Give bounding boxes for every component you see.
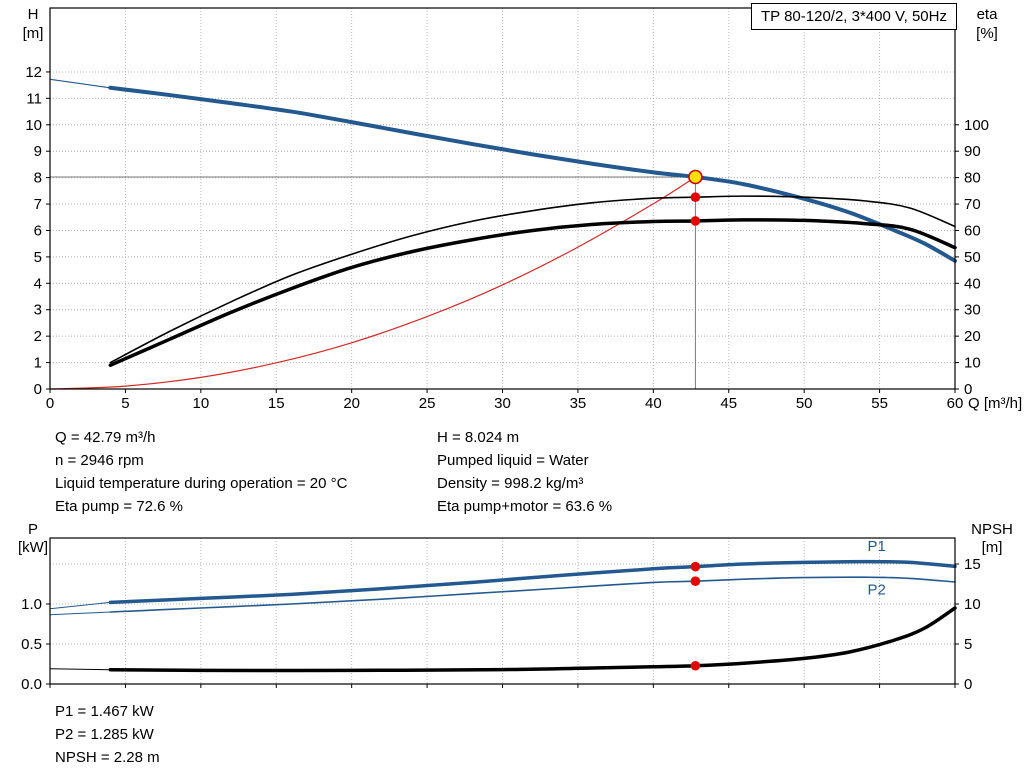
axis-tick-label: 6 xyxy=(34,222,42,239)
x-axis-label: Q [m³/h] xyxy=(968,395,1022,412)
qh-eta-chart: 0 5 10 15 20 25 30 35 40 45 50 55 600123456789101112… xyxy=(23,6,1023,412)
npsh-curve xyxy=(108,606,957,673)
axis-tick-label: 7 xyxy=(34,196,42,213)
pumped-liquid-value: Pumped liquid = Water xyxy=(437,452,589,469)
npsh-point-marker xyxy=(690,660,701,671)
axis-tick-label: 10 xyxy=(192,395,209,412)
axis-tick-label: 4 xyxy=(34,275,42,292)
axis-tick-label: 8 xyxy=(34,170,42,187)
axis-tick-label: 0 xyxy=(34,381,42,398)
power-npsh-data: P1 = 1.467 kW P2 = 1.285 kW NPSH = 2.28 … xyxy=(55,700,160,769)
axis-tick-label: 0 xyxy=(964,676,972,693)
liquid-temperature-value: Liquid temperature during operation = 20… xyxy=(55,475,348,492)
p2-curve xyxy=(109,576,956,613)
axis-tick-label: 70 xyxy=(964,196,981,213)
axis-tick-label: 1.0 xyxy=(21,596,42,613)
axis-tick-label: 0 xyxy=(46,395,54,412)
operating-data-right: H = 8.024 m Pumped liquid = Water Densit… xyxy=(437,426,612,518)
curve-label-p1: P1 xyxy=(868,538,886,555)
axis-tick-label: 0.0 xyxy=(21,676,42,693)
axis-tick-label: 45 xyxy=(720,395,737,412)
p1-point-marker xyxy=(690,561,701,572)
axis-tick-label: 30 xyxy=(494,395,511,412)
p2-point-marker xyxy=(690,576,701,586)
curve-label-p2: P2 xyxy=(868,581,886,598)
axis-tick-label: 80 xyxy=(964,170,981,187)
axis-tick-label: 1 xyxy=(34,355,42,372)
head-curve-leadin xyxy=(49,78,111,89)
axis-tick-label: 15 xyxy=(964,556,981,573)
head-value: H = 8.024 m xyxy=(437,429,520,446)
axis-tick-label: 10 xyxy=(25,117,42,134)
eta-pump-curve xyxy=(109,195,956,364)
axis-tick-label: 40 xyxy=(964,275,981,292)
right-axis-title: eta xyxy=(977,6,999,23)
npsh-curve-leadin xyxy=(49,668,111,671)
axis-tick-label: 20 xyxy=(343,395,360,412)
p2-curve-leadin xyxy=(49,611,111,616)
axis-tick-label: 100 xyxy=(964,117,989,134)
p1-curve-leadin xyxy=(49,601,111,610)
axis-tick-label: 9 xyxy=(34,143,42,160)
right-axis-unit: [m] xyxy=(982,539,1003,556)
axis-tick-label: 0.5 xyxy=(21,636,42,653)
axis-tick-label: 5 xyxy=(121,395,129,412)
left-axis-unit: [kW] xyxy=(18,539,48,556)
eta-pump-motor-value: Eta pump+motor = 63.6 % xyxy=(437,498,613,515)
axis-tick-label: 12 xyxy=(25,64,42,81)
pump-model-title: TP 80-120/2, 3*400 V, 50Hz xyxy=(751,3,957,30)
duty-point-marker xyxy=(688,169,703,185)
left-axis-title: P xyxy=(28,521,38,538)
left-axis-title: H xyxy=(28,6,39,23)
axis-tick-label: 10 xyxy=(964,355,981,372)
head-curve xyxy=(108,85,957,263)
axis-tick-label: 50 xyxy=(796,395,813,412)
axis-tick-label: 0 xyxy=(964,381,972,398)
right-axis-unit: [%] xyxy=(976,25,998,42)
axis-tick-label: 55 xyxy=(871,395,888,412)
axis-tick-label: 3 xyxy=(34,302,42,319)
eta-pump-value: Eta pump = 72.6 % xyxy=(55,498,183,515)
axis-tick-label: 11 xyxy=(26,90,42,107)
p1-value: P1 = 1.467 kW xyxy=(55,703,154,720)
system-curve xyxy=(49,176,697,390)
eta-pump-point-marker xyxy=(690,192,701,202)
speed-value: n = 2946 rpm xyxy=(55,452,144,469)
axis-tick-label: 30 xyxy=(964,302,981,319)
axis-tick-label: 40 xyxy=(645,395,662,412)
p1-curve xyxy=(108,559,957,605)
axis-tick-label: 90 xyxy=(964,143,981,160)
flow-value: Q = 42.79 m³/h xyxy=(55,429,156,446)
power-npsh-chart: 0.0 0.5 1.0 0 5 10 15 P[kW] NPSH[m] P1 P2 xyxy=(18,521,1013,693)
axis-tick-label: 60 xyxy=(947,395,964,412)
p2-value: P2 = 1.285 kW xyxy=(55,726,154,743)
npsh-value: NPSH = 2.28 m xyxy=(55,749,160,766)
operating-data-left: Q = 42.79 m³/h n = 2946 rpm Liquid tempe… xyxy=(55,426,347,518)
axis-tick-label: 5 xyxy=(964,636,972,653)
axis-tick-label: 10 xyxy=(964,596,981,613)
eta-pump-motor-curve xyxy=(108,218,957,367)
axis-tick-label: 25 xyxy=(419,395,436,412)
axis-tick-label: 2 xyxy=(34,328,42,345)
axis-tick-label: 35 xyxy=(570,395,587,412)
axis-tick-label: 5 xyxy=(34,249,42,266)
axis-tick-label: 50 xyxy=(964,249,981,266)
eta-pump-motor-point-marker xyxy=(690,216,701,226)
axis-tick-label: 15 xyxy=(268,395,285,412)
right-axis-title: NPSH xyxy=(971,521,1013,538)
axis-tick-label: 20 xyxy=(964,328,981,345)
axis-tick-label: 60 xyxy=(964,222,981,239)
left-axis-unit: [m] xyxy=(23,25,44,42)
density-value: Density = 998.2 kg/m³ xyxy=(437,475,584,492)
